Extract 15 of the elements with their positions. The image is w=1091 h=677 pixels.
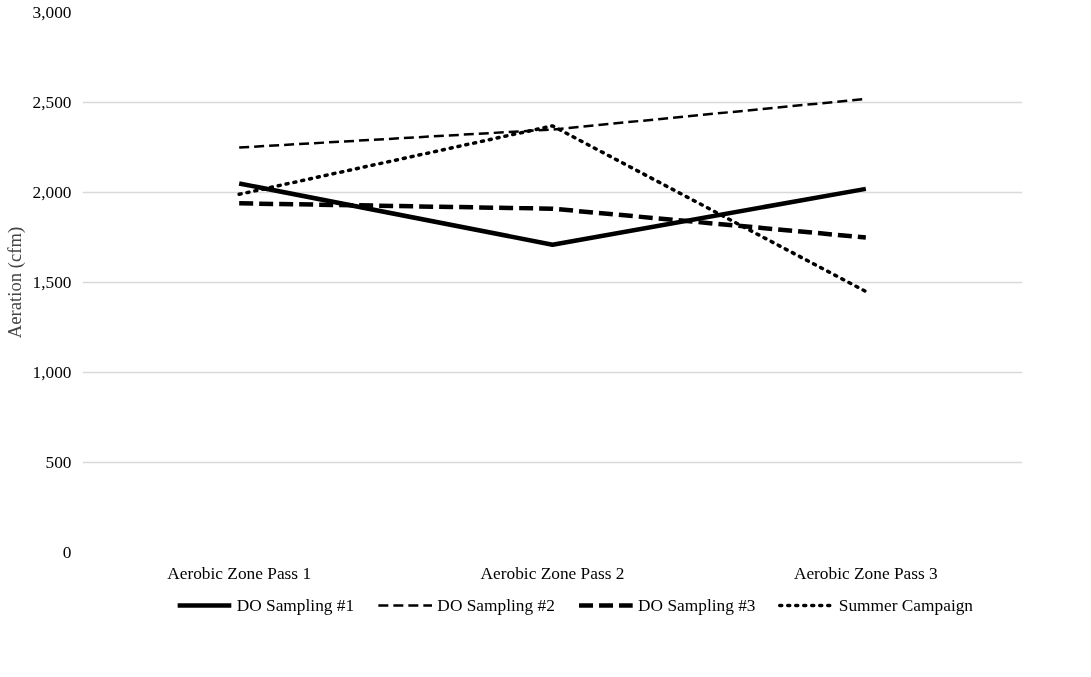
legend-label: Summer Campaign [838,596,974,615]
y-tick-label: 1,000 [32,363,72,382]
legend-label: DO Sampling #2 [437,596,555,615]
legend-label: DO Sampling #3 [638,596,756,615]
y-axis-title: Aeration (cfm) [3,226,26,339]
y-tick-label: 0 [62,543,72,562]
y-tick-label: 1,500 [32,273,72,292]
y-tick-label: 2,000 [32,183,72,202]
x-tick-label: Aerobic Zone Pass 1 [167,563,312,583]
x-tick-label: Aerobic Zone Pass 2 [480,563,625,583]
y-tick-label: 3,000 [32,3,72,22]
y-tick-label: 2,500 [32,93,72,112]
x-tick-label: Aerobic Zone Pass 3 [793,563,938,583]
y-tick-label: 500 [45,453,72,472]
legend-label: DO Sampling #1 [236,596,355,615]
